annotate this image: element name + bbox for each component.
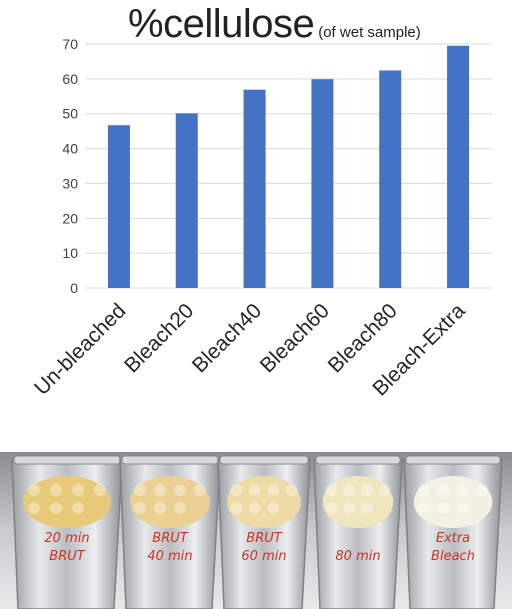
chart-title: %cellulose (of wet sample) — [128, 2, 421, 47]
fiber-highlight — [248, 484, 261, 496]
tray-rim — [315, 455, 401, 465]
tray-label-line2: 40 min — [147, 549, 192, 564]
fiber-highlight — [134, 484, 146, 496]
y-axis-ticks: 0 10 20 30 40 50 60 70 — [62, 36, 78, 296]
bar — [379, 70, 402, 289]
fiber-highlight — [437, 484, 450, 496]
fiber-highlight — [174, 484, 186, 496]
tray-label-line1: BRUT — [152, 531, 188, 546]
bar — [243, 89, 266, 288]
x-tick-label: Bleach20 — [120, 299, 198, 377]
fiber-highlight — [154, 484, 166, 496]
trays: 20 min BRUT BRUT 40 min BRUT 60 min 80 min Extr… — [11, 455, 503, 609]
y-tick-label: 0 — [70, 280, 78, 296]
fiber-highlight — [134, 502, 146, 514]
fiber-highlight — [325, 502, 338, 514]
fiber-sample — [322, 476, 394, 528]
bar — [107, 125, 130, 289]
fiber-highlight — [343, 484, 356, 496]
tray-label-line2: Bleach — [431, 549, 475, 564]
tray-label-line1: 20 min — [44, 531, 89, 546]
tray: 80 min — [313, 455, 403, 609]
fiber-highlight — [267, 502, 280, 514]
tray-label-line2: 80 min — [335, 549, 380, 564]
tray: BRUT 60 min — [217, 455, 311, 609]
bar — [175, 113, 198, 288]
fiber-highlight — [248, 502, 261, 514]
fiber-highlight — [456, 484, 469, 496]
y-tick-label: 50 — [62, 106, 78, 122]
tray-rim — [405, 455, 501, 465]
fiber-highlight — [360, 484, 373, 496]
fiber-highlight — [230, 502, 243, 514]
fiber-highlight — [28, 484, 40, 496]
fiber-highlight — [267, 484, 280, 496]
x-tick-label: Bleach40 — [188, 299, 266, 377]
y-tick-label: 60 — [62, 71, 78, 87]
fiber-highlight — [28, 502, 40, 514]
y-tick-label: 10 — [62, 245, 78, 261]
fiber-sample — [130, 476, 210, 528]
tray-rim — [219, 455, 309, 465]
tray: 20 min BRUT — [11, 455, 123, 609]
fiber-highlight — [72, 484, 84, 496]
fiber-highlight — [343, 502, 356, 514]
fiber-sample — [23, 476, 111, 528]
fiber-highlight — [72, 502, 84, 514]
tray-label-line1: Extra — [436, 531, 470, 546]
tray-label-line2: 60 min — [241, 549, 286, 564]
fiber-highlight — [50, 502, 62, 514]
y-tick-label: 40 — [62, 141, 78, 157]
gridlines — [85, 43, 492, 289]
bar — [311, 79, 334, 288]
bars — [107, 45, 470, 289]
fiber-highlight — [194, 484, 206, 496]
tray-rim — [121, 455, 219, 465]
fiber-highlight — [378, 484, 391, 496]
fiber-highlight — [417, 484, 430, 496]
chart-subtitle: (of wet sample) — [318, 24, 421, 41]
y-tick-label: 30 — [62, 175, 78, 191]
y-tick-label: 20 — [62, 210, 78, 226]
fiber-highlight — [50, 484, 62, 496]
fiber-highlight — [325, 484, 338, 496]
fiber-highlight — [476, 484, 489, 496]
fiber-highlight — [94, 484, 106, 496]
fiber-highlight — [417, 502, 430, 514]
sample-trays-photo: 20 min BRUT BRUT 40 min BRUT 60 min 80 min Extr… — [0, 452, 512, 609]
tray-label-line1: BRUT — [246, 531, 282, 546]
chart-title-main: %cellulose — [128, 2, 315, 46]
y-tick-label: 70 — [62, 36, 78, 52]
tray: Extra Bleach — [403, 455, 503, 609]
fiber-sample — [413, 476, 493, 528]
fiber-highlight — [456, 502, 469, 514]
fiber-sample — [227, 476, 301, 528]
fiber-highlight — [174, 502, 186, 514]
tray-label-line2: BRUT — [49, 549, 85, 564]
fiber-highlight — [230, 484, 243, 496]
x-axis-ticks: Un-bleachedBleach20Bleach40Bleach60Bleac… — [30, 299, 470, 400]
fiber-highlight — [154, 502, 166, 514]
x-tick-label: Un-bleached — [30, 299, 130, 399]
tray: BRUT 40 min — [119, 455, 221, 609]
tray-rim — [13, 455, 121, 465]
x-tick-label: Bleach60 — [256, 299, 334, 377]
bar — [447, 45, 470, 288]
fiber-highlight — [285, 484, 298, 496]
fiber-highlight — [437, 502, 450, 514]
fiber-highlight — [360, 502, 373, 514]
